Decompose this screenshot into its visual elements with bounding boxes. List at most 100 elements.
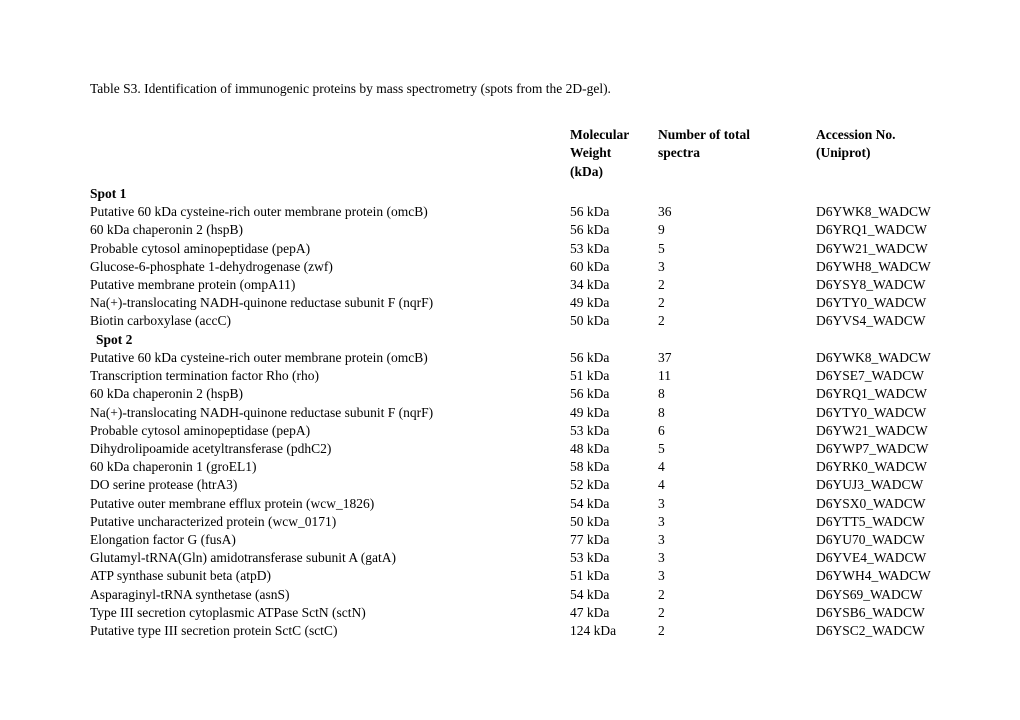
spot-label: Spot 2 [90, 331, 930, 349]
cell-mw: 51 kDa [570, 367, 658, 385]
header-mw: Molecular Weight (kDa) [570, 126, 658, 185]
cell-acc: D6YU70_WADCW [816, 531, 930, 549]
cell-mw: 56 kDa [570, 221, 658, 239]
cell-mw: 50 kDa [570, 513, 658, 531]
cell-spectra: 3 [658, 513, 816, 531]
cell-spectra: 3 [658, 549, 816, 567]
cell-mw: 56 kDa [570, 385, 658, 403]
table-row: Biotin carboxylase (accC)50 kDa2D6YVS4_W… [90, 312, 930, 330]
cell-name: Putative membrane protein (ompA11) [90, 276, 570, 294]
cell-mw: 58 kDa [570, 458, 658, 476]
cell-acc: D6YWH8_WADCW [816, 258, 930, 276]
cell-name: 60 kDa chaperonin 2 (hspB) [90, 385, 570, 403]
cell-name: 60 kDa chaperonin 2 (hspB) [90, 221, 570, 239]
cell-spectra: 2 [658, 622, 816, 640]
cell-acc: D6YVE4_WADCW [816, 549, 930, 567]
cell-name: Type III secretion cytoplasmic ATPase Sc… [90, 604, 570, 622]
cell-mw: 49 kDa [570, 404, 658, 422]
cell-mw: 48 kDa [570, 440, 658, 458]
cell-spectra: 4 [658, 458, 816, 476]
cell-acc: D6YSB6_WADCW [816, 604, 930, 622]
cell-acc: D6YSC2_WADCW [816, 622, 930, 640]
cell-mw: 47 kDa [570, 604, 658, 622]
cell-acc: D6YRQ1_WADCW [816, 221, 930, 239]
cell-spectra: 2 [658, 586, 816, 604]
cell-mw: 60 kDa [570, 258, 658, 276]
cell-spectra: 37 [658, 349, 816, 367]
cell-name: Putative type III secretion protein SctC… [90, 622, 570, 640]
cell-mw: 56 kDa [570, 349, 658, 367]
cell-mw: 124 kDa [570, 622, 658, 640]
header-spectra: Number of total spectra [658, 126, 816, 185]
cell-spectra: 5 [658, 440, 816, 458]
cell-mw: 56 kDa [570, 203, 658, 221]
cell-name: Glucose-6-phosphate 1-dehydrogenase (zwf… [90, 258, 570, 276]
cell-name: Asparaginyl-tRNA synthetase (asnS) [90, 586, 570, 604]
table-row: Na(+)-translocating NADH-quinone reducta… [90, 404, 930, 422]
cell-mw: 54 kDa [570, 586, 658, 604]
cell-name: Probable cytosol aminopeptidase (pepA) [90, 422, 570, 440]
cell-mw: 53 kDa [570, 422, 658, 440]
cell-name: Probable cytosol aminopeptidase (pepA) [90, 240, 570, 258]
protein-table: Molecular Weight (kDa) Number of total s… [90, 126, 930, 640]
table-row: DO serine protease (htrA3)52 kDa4D6YUJ3_… [90, 476, 930, 494]
table-row: Na(+)-translocating NADH-quinone reducta… [90, 294, 930, 312]
cell-name: ATP synthase subunit beta (atpD) [90, 567, 570, 585]
header-empty [90, 126, 570, 185]
table-row: ATP synthase subunit beta (atpD)51 kDa3D… [90, 567, 930, 585]
spot-header: Spot 2 [90, 331, 930, 349]
cell-mw: 53 kDa [570, 240, 658, 258]
table-row: Putative type III secretion protein SctC… [90, 622, 930, 640]
table-row: Glutamyl-tRNA(Gln) amidotransferase subu… [90, 549, 930, 567]
table-row: Dihydrolipoamide acetyltransferase (pdhC… [90, 440, 930, 458]
cell-acc: D6YS69_WADCW [816, 586, 930, 604]
cell-acc: D6YSY8_WADCW [816, 276, 930, 294]
header-accession: Accession No. (Uniprot) [816, 126, 930, 185]
cell-name: Putative 60 kDa cysteine-rich outer memb… [90, 349, 570, 367]
table-row: Asparaginyl-tRNA synthetase (asnS)54 kDa… [90, 586, 930, 604]
cell-name: Dihydrolipoamide acetyltransferase (pdhC… [90, 440, 570, 458]
cell-spectra: 8 [658, 404, 816, 422]
cell-name: Glutamyl-tRNA(Gln) amidotransferase subu… [90, 549, 570, 567]
cell-mw: 77 kDa [570, 531, 658, 549]
cell-mw: 52 kDa [570, 476, 658, 494]
cell-acc: D6YTY0_WADCW [816, 294, 930, 312]
table-row: Putative membrane protein (ompA11)34 kDa… [90, 276, 930, 294]
cell-mw: 54 kDa [570, 495, 658, 513]
table-row: Probable cytosol aminopeptidase (pepA)53… [90, 240, 930, 258]
cell-acc: D6YVS4_WADCW [816, 312, 930, 330]
cell-mw: 49 kDa [570, 294, 658, 312]
cell-acc: D6YWP7_WADCW [816, 440, 930, 458]
cell-mw: 34 kDa [570, 276, 658, 294]
cell-acc: D6YW21_WADCW [816, 422, 930, 440]
cell-name: Putative 60 kDa cysteine-rich outer memb… [90, 203, 570, 221]
cell-acc: D6YWK8_WADCW [816, 349, 930, 367]
cell-spectra: 3 [658, 531, 816, 549]
cell-spectra: 2 [658, 294, 816, 312]
cell-name: Transcription termination factor Rho (rh… [90, 367, 570, 385]
cell-acc: D6YTT5_WADCW [816, 513, 930, 531]
table-row: Transcription termination factor Rho (rh… [90, 367, 930, 385]
cell-spectra: 2 [658, 312, 816, 330]
cell-name: Biotin carboxylase (accC) [90, 312, 570, 330]
cell-spectra: 2 [658, 276, 816, 294]
spot-label: Spot 1 [90, 185, 930, 203]
table-caption: Table S3. Identification of immunogenic … [90, 80, 930, 98]
table-row: Putative uncharacterized protein (wcw_01… [90, 513, 930, 531]
cell-spectra: 8 [658, 385, 816, 403]
cell-spectra: 3 [658, 258, 816, 276]
cell-spectra: 3 [658, 567, 816, 585]
table-row: Glucose-6-phosphate 1-dehydrogenase (zwf… [90, 258, 930, 276]
cell-acc: D6YSX0_WADCW [816, 495, 930, 513]
cell-name: Elongation factor G (fusA) [90, 531, 570, 549]
cell-spectra: 2 [658, 604, 816, 622]
cell-spectra: 9 [658, 221, 816, 239]
table-row: Probable cytosol aminopeptidase (pepA)53… [90, 422, 930, 440]
table-row: Putative 60 kDa cysteine-rich outer memb… [90, 203, 930, 221]
cell-mw: 50 kDa [570, 312, 658, 330]
cell-mw: 53 kDa [570, 549, 658, 567]
cell-acc: D6YTY0_WADCW [816, 404, 930, 422]
cell-name: Putative outer membrane efflux protein (… [90, 495, 570, 513]
cell-acc: D6YWH4_WADCW [816, 567, 930, 585]
spot-header: Spot 1 [90, 185, 930, 203]
